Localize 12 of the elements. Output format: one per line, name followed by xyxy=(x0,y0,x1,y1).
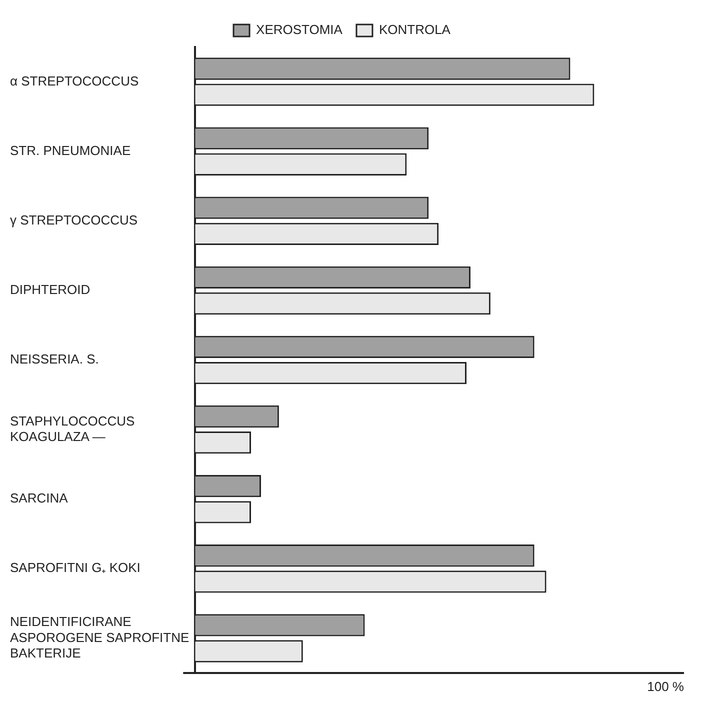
y-tick-label: DIPHTEROID xyxy=(10,282,90,298)
y-tick-label: α STREPTOCOCCUS xyxy=(10,73,139,88)
legend-label: KONTROLA xyxy=(378,22,451,38)
y-tick-label: NEISSERIA. S. xyxy=(10,352,99,367)
text: 100 % xyxy=(647,679,684,694)
y-tick-label: STR. PNEUMONIAE xyxy=(10,142,131,158)
y-tick-label: SAPROFITNI G₊ KOKI xyxy=(10,560,140,576)
y-tick-label: γ STREPTOCOCCUS xyxy=(10,212,138,228)
y-tick-label: SARCINA xyxy=(10,490,68,506)
y-tick-label: STAPHYLOCOCCUS KOAGULAZA — xyxy=(10,413,136,444)
legend-label: XEROSTOMIA xyxy=(256,22,343,38)
y-tick-label: NEIDENTIFICIRANE ASPOROGENE SAPROFITNE BAKTERIJE xyxy=(10,614,190,660)
